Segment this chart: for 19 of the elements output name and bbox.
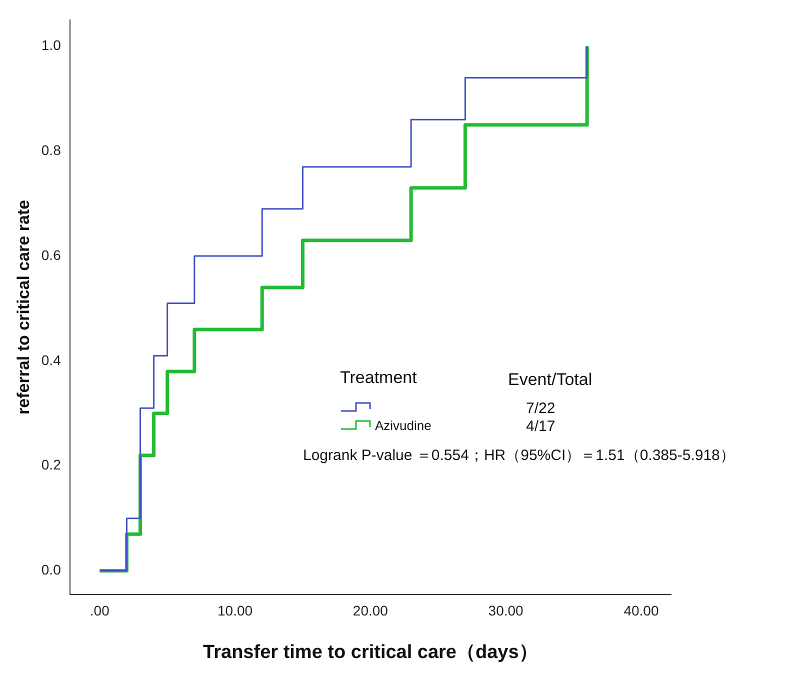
y-tick-label: 0.6 — [41, 246, 62, 263]
x-tick-label: 20.00 — [352, 602, 388, 619]
y-tick-label: 0.2 — [41, 456, 62, 473]
annotation: 4/17 — [526, 418, 556, 435]
y-tick-label: 0.8 — [41, 142, 62, 158]
annotation: Logrank P-value ＝0.554；HR（95%CI）＝1.51（0.385-5.918） — [303, 446, 735, 465]
y-axis-title: referral to critical care rate — [14, 200, 33, 414]
y-tick-label: 0.4 — [41, 352, 62, 368]
x-tick-label: 30.00 — [488, 602, 524, 619]
x-tick-label: .00 — [90, 602, 110, 619]
legend-title: Treatment — [340, 368, 418, 388]
y-tick-label: 0.0 — [41, 562, 62, 578]
annotation: 7/22 — [526, 400, 556, 417]
x-tick-label: 10.00 — [218, 602, 253, 619]
x-axis-title: Transfer time to critical care（days） — [203, 642, 538, 663]
annotation: Event/Total — [508, 370, 592, 390]
legend-label: Azivudine — [375, 418, 432, 432]
x-tick-label: 40.00 — [624, 602, 659, 619]
y-tick-label: 1.0 — [41, 37, 62, 54]
